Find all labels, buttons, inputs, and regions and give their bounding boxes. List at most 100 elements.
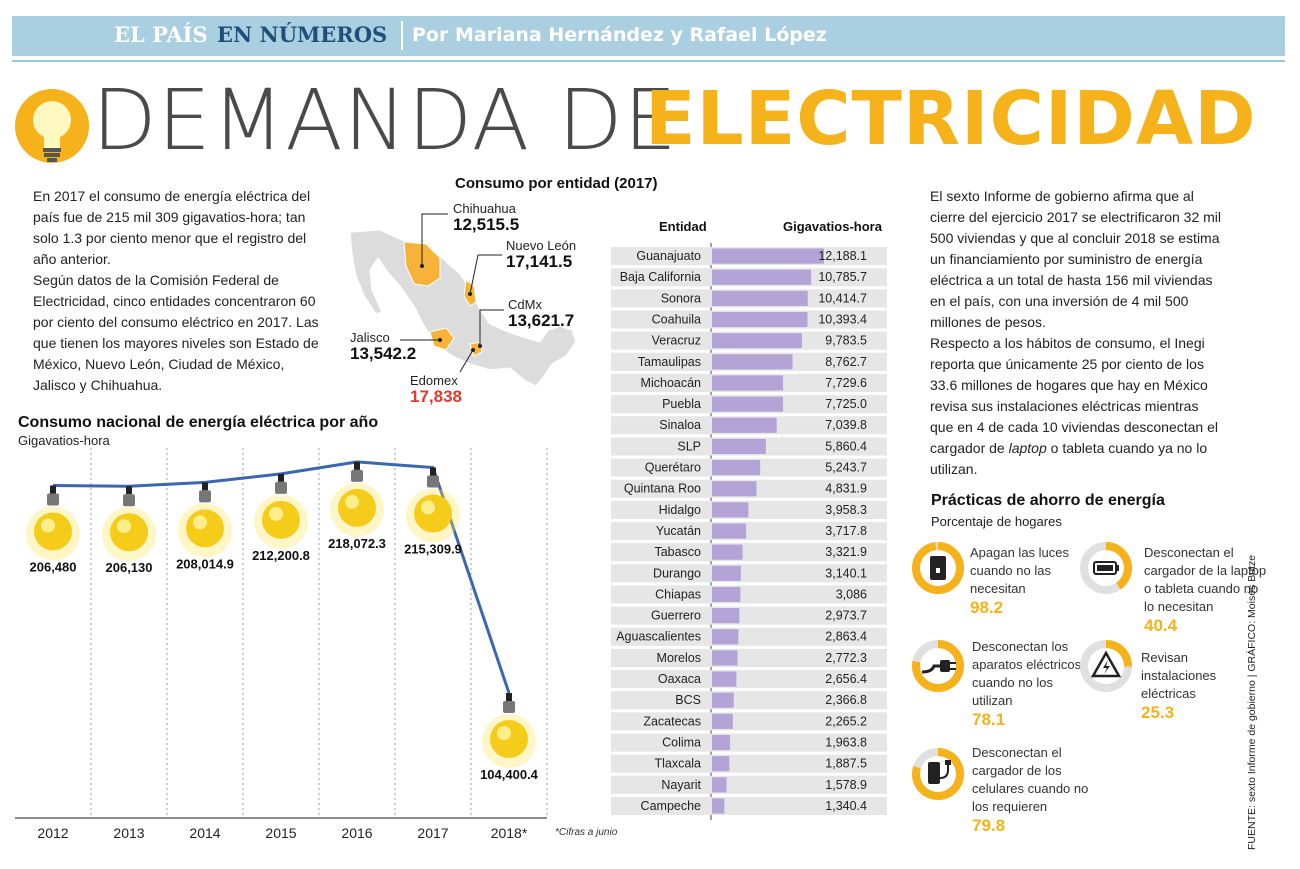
practice-label-line: Desconectan los (972, 639, 1069, 654)
practice-label-line: aparatos eléctricos (972, 657, 1082, 672)
bulb-glass (34, 512, 72, 551)
bar-category-label: Guanajuato (636, 249, 701, 263)
bar-category-label: Nayarit (661, 778, 701, 792)
data-point-bulb: 218,072.3 (328, 461, 386, 551)
x-tick-label: 2015 (265, 825, 296, 841)
bulb-cord (506, 693, 512, 702)
bulb-glass (414, 494, 452, 533)
bar (712, 544, 743, 560)
intro-text: En 2017 el consumo de energía eléctrica … (33, 186, 323, 396)
plug-head (940, 660, 950, 672)
practice-label-line: cargador de los (972, 763, 1062, 778)
donut-fill (1080, 542, 1132, 594)
bar-category-label: Sinaloa (659, 418, 701, 432)
bulb-highlight (421, 500, 435, 515)
practice-label-line: lo necesitan (1144, 599, 1214, 614)
bar (712, 290, 808, 306)
page-title-light: DEMANDA DE (92, 71, 678, 169)
bar-category-label: Campeche (641, 799, 701, 813)
bar-chart: Entidad Gigavatios-hora Guanajuato 12,188.1… (611, 219, 887, 820)
map-label-cdmx: CdMx 13,621.7 (508, 297, 574, 330)
bar-value-label: 1,887.5 (825, 757, 867, 771)
bulb-highlight (117, 519, 131, 534)
practice-label-line: Apagan las luces (970, 545, 1070, 560)
bar-category-label: Oaxaca (658, 672, 701, 686)
bulb-cord (202, 482, 208, 491)
x-tick-label: 2014 (189, 825, 220, 841)
intro-paragraph-2: Según datos de la Comisión Federal de El… (33, 272, 319, 393)
charger-cable (939, 764, 949, 779)
bulb-socket (199, 490, 211, 503)
bar-value-label: 1,578.9 (825, 778, 867, 792)
bar-category-label: Puebla (662, 397, 701, 411)
bar (712, 502, 749, 518)
right-paragraph-1: El sexto Informe de gobierno afirma que … (930, 188, 1222, 330)
practice-label-line: Revisan (1141, 650, 1188, 665)
bar-row-bg (611, 733, 887, 752)
bar-value-label: 2,772.3 (825, 651, 867, 665)
data-label: 208,014.9 (176, 556, 234, 571)
donut-fill (912, 542, 964, 594)
practice-donut (912, 640, 964, 692)
bar-value-header: Gigavatios-hora (783, 219, 883, 234)
map-label-chihuahua: Chihuahua 12,515.5 (453, 201, 519, 234)
donut-fill (1080, 640, 1132, 692)
plug-cord (921, 664, 942, 674)
bulb-highlight (41, 518, 55, 533)
practice-label-line: eléctricas (1141, 686, 1196, 701)
map-label-name: Edomex (410, 373, 458, 388)
right-paragraph-2c: o tableta cuando ya no lo utilizan. (930, 440, 1208, 477)
bar-value-label: 10,785.7 (818, 270, 867, 284)
bar-value-label: 2,656.4 (825, 672, 867, 686)
bar-row-bg (611, 648, 887, 667)
right-paragraph-2a: Respecto a los hábitos de consumo, el In… (930, 335, 1218, 456)
line-chart: 206,480 2012 206,130 2013 208,014.9 2014 212,2… (15, 448, 548, 841)
bar-category-label: Tlaxcala (654, 757, 701, 771)
practice-label-line: Desconectan el (972, 745, 1062, 760)
x-tick-label: 2018* (491, 825, 528, 841)
donut-fill (912, 640, 964, 692)
bulb-socket (275, 481, 287, 494)
bar-value-label: 2,265.2 (825, 714, 867, 728)
bar-row-bg (611, 500, 887, 519)
bulb-highlight (497, 726, 511, 741)
bar-category-label: Sonora (661, 291, 701, 305)
bar (712, 269, 812, 285)
bar-category-label: Aguascalientes (616, 630, 701, 644)
practice-label-line: o tableta cuando no (1144, 581, 1259, 596)
right-text: El sexto Informe de gobierno afirma que … (930, 186, 1222, 480)
bar-category-label: Quintana Roo (624, 482, 701, 496)
bar-category-label: Baja California (620, 270, 701, 284)
bulb-socket (123, 494, 135, 507)
practice-label-line: utilizan (972, 693, 1013, 708)
bar-row-bg (611, 775, 887, 794)
bar-category-label: Yucatán (656, 524, 701, 538)
practice-item: Desconectan el cargador de los celulares c… (972, 744, 1088, 836)
bar-category-label: Chiapas (655, 587, 701, 601)
practices-heading: Prácticas de ahorro de energía (931, 492, 1165, 509)
bar-category-label: Tamaulipas (638, 355, 701, 369)
line-chart-note: *Cifras a junio (555, 827, 618, 838)
bar-value-label: 2,973.7 (825, 609, 867, 623)
data-label: 104,400.4 (480, 767, 539, 782)
bar (712, 713, 733, 729)
bar-category-label: Colima (662, 735, 701, 749)
bulb-highlight (193, 515, 207, 530)
section-banner: EL PAÍS EN NÚMEROS Por Mariana Hernández… (12, 16, 1285, 56)
map-label-value: 17,141.5 (506, 252, 573, 271)
bar (712, 734, 731, 751)
map-label-name: CdMx (508, 297, 542, 312)
bar-category-label: Tabasco (654, 545, 701, 559)
practice-item: Apagan las luces cuando no las necesitan 98… (970, 544, 1069, 618)
right-paragraph-2: Respecto a los hábitos de consumo, el In… (930, 333, 1222, 480)
bar-row-bg (611, 712, 887, 731)
bar-value-label: 2,366.8 (825, 693, 867, 707)
warning-bolt (1103, 660, 1110, 674)
bar-value-label: 1,963.8 (825, 735, 867, 749)
bar-value-label: 10,414.7 (818, 291, 867, 305)
bar-row-bg (611, 564, 887, 583)
bulb-glass (186, 509, 224, 548)
bar-category-label: Durango (653, 566, 701, 580)
bar (712, 375, 784, 391)
switch-toggle (936, 568, 940, 573)
